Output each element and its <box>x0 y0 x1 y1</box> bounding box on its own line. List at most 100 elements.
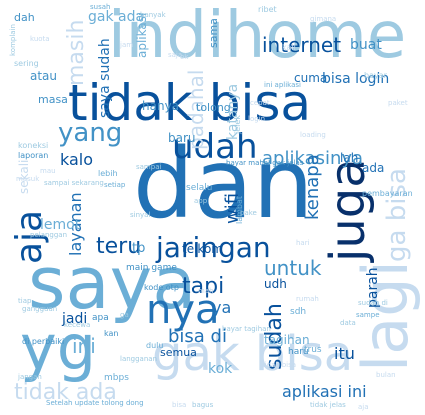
word-hari: hari <box>296 239 310 247</box>
word-data: data <box>340 319 356 327</box>
word-main-game: main game <box>126 263 177 273</box>
word-tidak-bisa: tidak bisa <box>68 74 312 132</box>
word-jam: jam <box>120 41 134 49</box>
word-kan: kan <box>104 329 119 338</box>
word-itu: itu <box>334 344 355 363</box>
word-setelah-update: Setelah update tolong dong <box>46 399 144 407</box>
word-selalu: selalu <box>186 183 213 193</box>
word-bisa-di: bisa di <box>168 326 227 347</box>
word-gak-ada: gak ada <box>88 9 145 25</box>
word-haru: haru <box>288 347 309 357</box>
word-tagihan: tagihan <box>264 333 310 347</box>
word-atau: atau <box>30 69 58 83</box>
word-bisa-login: bisa login <box>322 71 390 87</box>
word-jangan: jangan <box>18 373 42 381</box>
word-saya: saya <box>28 241 197 325</box>
word-jelek: jelek <box>233 115 242 134</box>
word-kalo: kalo <box>60 150 94 169</box>
word-kali: kali <box>282 43 296 52</box>
word-sampe: sampe <box>356 311 380 319</box>
word-kuota: kuota <box>30 35 50 43</box>
word-gimana: gimana <box>310 15 337 23</box>
word-tiap: tiap <box>18 297 32 305</box>
word-bagus: bagus <box>192 401 214 409</box>
word-baru: baru <box>168 131 196 145</box>
word-bulan: bulan <box>376 371 396 379</box>
word-bisa: bisa <box>172 401 187 409</box>
word-telkom: telkom <box>182 242 223 256</box>
word-mau: mau <box>40 167 56 175</box>
word-lemot: lemot <box>40 217 81 233</box>
word-sama: sama <box>207 18 220 48</box>
word-udah: udah <box>172 127 258 167</box>
word-susah: susah <box>90 3 111 11</box>
word-setiap: setiap <box>104 181 126 189</box>
word-internet: internet <box>262 33 342 57</box>
word-sudah-di: sudah di <box>358 299 388 307</box>
word-ya: ya <box>212 298 232 317</box>
word-tolong: tolong <box>196 101 231 114</box>
word-dan: dan <box>133 128 314 240</box>
word-login: login <box>248 115 266 123</box>
word-ini: ini <box>72 334 96 358</box>
word-jadi: jadi <box>62 311 88 327</box>
word-tapi: tapi <box>182 274 225 299</box>
word-sampai: sampai <box>136 163 162 171</box>
word-tidak-jelas: tidak jelas <box>310 401 346 409</box>
word-sering: sering <box>14 59 39 68</box>
word-tp: tp <box>132 241 146 256</box>
word-kecewa: kecewa <box>64 321 91 329</box>
word-nya: nya <box>146 287 220 333</box>
word-sampai-sekarang: sampai sekarang <box>44 179 104 187</box>
word-aplikasi: aplikasi <box>135 12 149 58</box>
word-langganan: langganan <box>120 355 158 363</box>
word-masuk: masuk <box>16 175 40 183</box>
word-saya-sudah: saya sudah <box>97 38 113 118</box>
word-sinyal: sinyal <box>130 211 151 219</box>
word-lah: lah <box>340 151 359 165</box>
word-banyak: banyak <box>140 11 166 19</box>
word-ok: ok <box>180 53 189 61</box>
word-paket: paket <box>388 99 408 107</box>
word-indihome: indihome <box>108 0 407 73</box>
word-ada: ada <box>362 161 385 175</box>
word-aplikasi-ini: aplikasi ini <box>282 382 367 401</box>
word-trus: trus <box>304 345 322 355</box>
word-pembayaran: pembayaran <box>362 189 413 198</box>
word-apa: apa <box>92 313 109 323</box>
word-tidak-bisa-small: tidak bisa <box>262 361 297 369</box>
word-kok: kok <box>208 361 233 377</box>
word-di-perbaiki: di perbaiki <box>22 337 65 346</box>
word-ribet: ribet <box>258 5 277 14</box>
word-aplikasinya: aplikasinya <box>262 148 364 169</box>
word-rumah: rumah <box>296 295 319 303</box>
word-masih: masih <box>64 19 89 86</box>
word-buat: buat <box>350 37 382 53</box>
word-ga: ga <box>120 311 129 319</box>
word-teru: teru <box>96 234 142 259</box>
word-hanya: hanya <box>142 99 180 113</box>
word-cepat: cepat <box>250 99 270 107</box>
word-yg: yg <box>20 311 97 384</box>
word-dulu: dulu <box>146 341 164 350</box>
word-ga-bisa: ga bisa <box>382 168 412 262</box>
word-yang: yang <box>58 118 123 148</box>
word-dah: dah <box>14 11 35 24</box>
word-sdh: sdh <box>290 307 307 317</box>
word-bayar-mahal: bayar mahal gak jelas <box>226 159 304 167</box>
word-mbps: mbps <box>104 373 129 383</box>
word-ini-aplikasi: ini aplikasi <box>264 81 301 89</box>
word-koneksi: koneksi <box>18 141 49 150</box>
word-bayar: bayar <box>364 71 387 80</box>
word-bayar-tagihan: bayar tagihan <box>222 325 271 333</box>
word-aja-small: aja <box>358 403 369 411</box>
word-gak-bisa: gak bisa <box>152 326 354 382</box>
word-cuma: cuma <box>294 71 328 85</box>
word-app: app <box>194 197 208 205</box>
word-loading: loading <box>300 131 326 139</box>
word-gangguan: gangguan <box>22 305 58 313</box>
word-masa: masa <box>38 93 68 106</box>
word-udh: udh <box>264 277 287 291</box>
word-komplain: komplain <box>9 24 17 56</box>
